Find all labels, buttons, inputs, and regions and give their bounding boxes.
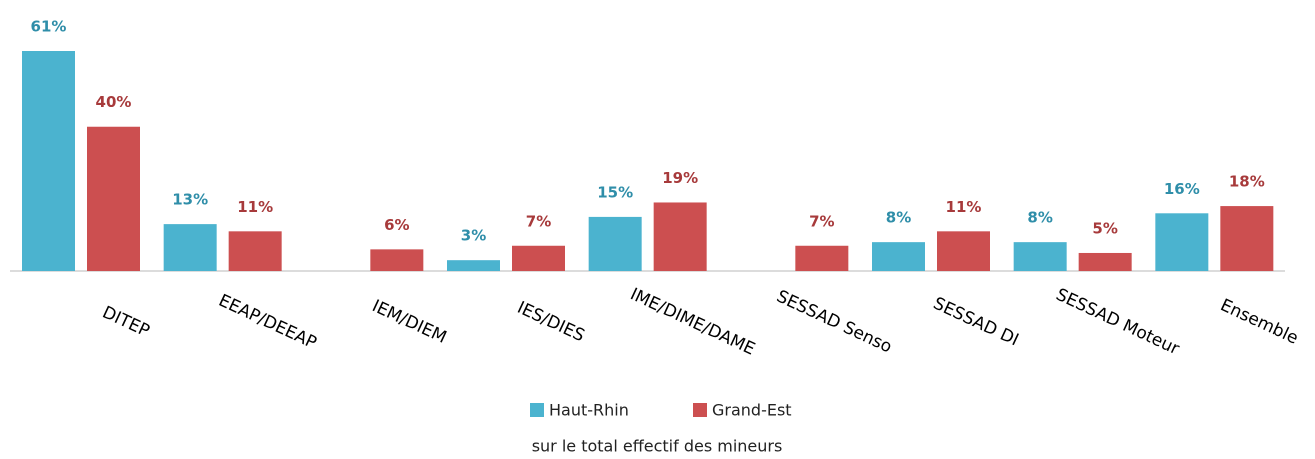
value-label: 40% (96, 93, 132, 111)
bar (163, 224, 217, 271)
legend-swatch (530, 403, 544, 417)
legend-swatch (693, 403, 707, 417)
value-label: 8% (1027, 209, 1052, 227)
bar (588, 216, 642, 271)
bar (447, 260, 500, 271)
value-label: 18% (1229, 173, 1265, 191)
value-label: 13% (172, 191, 208, 209)
x-tick-label: IME/DIME/DAME (627, 284, 758, 359)
bar (937, 231, 990, 271)
bar (228, 231, 282, 271)
value-label: 61% (31, 18, 67, 36)
bar (1078, 252, 1132, 271)
x-tick-label: SESSAD DI (930, 294, 1022, 351)
x-tick-label: SESSAD Moteur (1053, 285, 1182, 360)
bar (1220, 206, 1274, 271)
legend-label: Haut-Rhin (549, 401, 629, 420)
value-label: 11% (237, 198, 273, 216)
bar (87, 126, 140, 271)
x-tick-label: IEM/DIEM (369, 296, 450, 348)
x-tick-label: SESSAD Senso (773, 287, 895, 358)
chart-subtitle: sur le total effectif des mineurs (532, 437, 783, 456)
x-tick-label: DITEP (99, 302, 152, 341)
value-label: 3% (461, 227, 486, 245)
x-tick-label: EEAP/DEEAP (215, 291, 319, 354)
bar (22, 51, 75, 271)
value-label: 15% (597, 183, 633, 201)
bar (370, 249, 424, 271)
legend-label: Grand-Est (712, 401, 792, 420)
value-label: 5% (1092, 219, 1117, 237)
value-label: 11% (946, 198, 982, 216)
value-label: 8% (886, 209, 911, 227)
value-label: 16% (1164, 180, 1200, 198)
value-label: 7% (526, 212, 551, 230)
bar (1013, 242, 1067, 271)
value-label: 6% (384, 216, 409, 234)
x-tick-label: Ensemble (1217, 295, 1301, 348)
bar (1155, 213, 1209, 271)
bar (653, 202, 707, 271)
value-label: 7% (809, 212, 834, 230)
bar (795, 245, 849, 271)
value-label: 19% (662, 169, 698, 187)
x-tick-label: IES/DIES (514, 298, 588, 347)
bar (512, 245, 565, 271)
bar (872, 242, 925, 271)
